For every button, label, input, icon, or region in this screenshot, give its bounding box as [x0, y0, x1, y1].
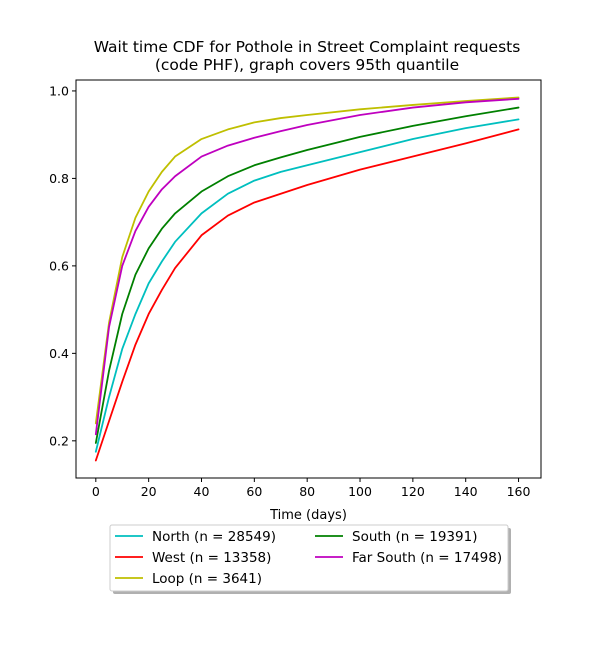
legend-label: South (n = 19391) — [352, 529, 477, 545]
x-axis-label: Time (days) — [269, 508, 347, 523]
legend-label: North (n = 28549) — [152, 529, 276, 545]
chart-title-line-2: (code PHF), graph covers 95th quantile — [155, 56, 459, 74]
y-tick-label: 0.4 — [49, 346, 69, 361]
legend-label: Loop (n = 3641) — [152, 571, 262, 587]
series-line-0 — [94, 118, 520, 453]
plot-lines — [94, 96, 520, 462]
x-tick-label: 120 — [401, 484, 425, 499]
legend-box — [109, 524, 509, 592]
legend-label: West (n = 13358) — [152, 550, 271, 566]
x-tick-label: 80 — [299, 484, 315, 499]
series-line-2 — [94, 96, 520, 425]
legend-label: Far South (n = 17498) — [352, 550, 502, 566]
plot-frame — [75, 79, 542, 479]
chart-title-line-1: Wait time CDF for Pothole in Street Comp… — [94, 38, 521, 56]
x-tick-label: 100 — [348, 484, 372, 499]
legend: North (n = 28549) West (n = 13358) Loop (n… — [109, 524, 511, 594]
x-tick-label: 160 — [507, 484, 531, 499]
y-tick-label: 0.8 — [49, 171, 69, 186]
axis-ticks: 0 20 40 60 80 100 120 140 160 0.2 0.4 0.6 0.8 1.0 — [49, 83, 530, 499]
x-tick-label: 20 — [141, 484, 157, 499]
x-tick-label: 60 — [246, 484, 262, 499]
x-tick-label: 140 — [454, 484, 478, 499]
x-tick-label: 40 — [194, 484, 210, 499]
series-line-3 — [94, 106, 520, 444]
x-tick-label: 0 — [92, 484, 100, 499]
y-tick-label: 1.0 — [49, 83, 69, 98]
y-tick-label: 0.6 — [49, 258, 69, 273]
y-tick-label: 0.2 — [49, 433, 69, 448]
series-line-1 — [94, 128, 520, 462]
series-line-4 — [94, 97, 520, 436]
